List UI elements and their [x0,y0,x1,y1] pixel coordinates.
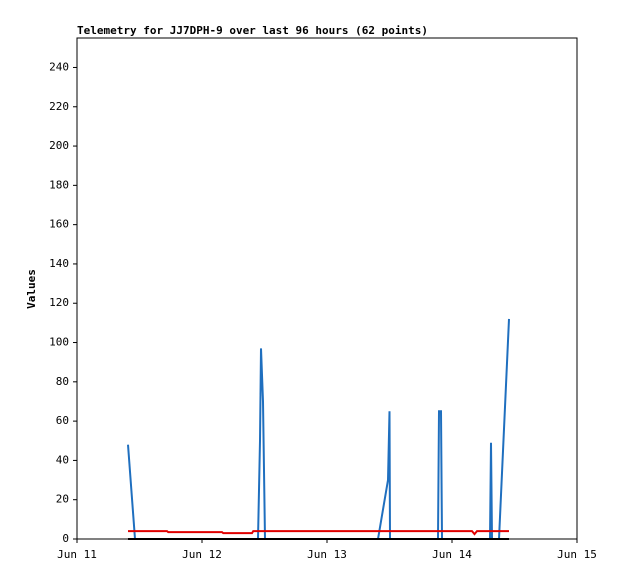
series-line [128,530,509,536]
y-tick-label: 40 [56,453,69,466]
y-tick-label: 80 [56,375,69,388]
chart-title: Telemetry for JJ7DPH-9 over last 96 hour… [77,24,428,37]
y-tick-label: 240 [49,60,69,73]
y-tick-label: 100 [49,336,69,349]
y-tick-label: 120 [49,296,69,309]
y-tick-label: 180 [49,178,69,191]
y-tick-label: 160 [49,218,69,231]
y-tick-label: 140 [49,257,69,270]
x-tick-label: Jun 13 [307,548,347,561]
y-axis-label: Values [25,269,38,309]
x-tick-label: Jun 12 [182,548,222,561]
series-line [127,318,510,540]
x-tick-label: Jun 14 [432,548,472,561]
y-tick-label: 60 [56,414,69,427]
y-tick-label: 20 [56,493,69,506]
y-tick-label: 200 [49,139,69,152]
y-tick-label: 220 [49,100,69,113]
y-tick-label: 0 [62,532,69,545]
x-tick-label: Jun 11 [57,548,97,561]
x-tick-label: Jun 15 [557,548,597,561]
